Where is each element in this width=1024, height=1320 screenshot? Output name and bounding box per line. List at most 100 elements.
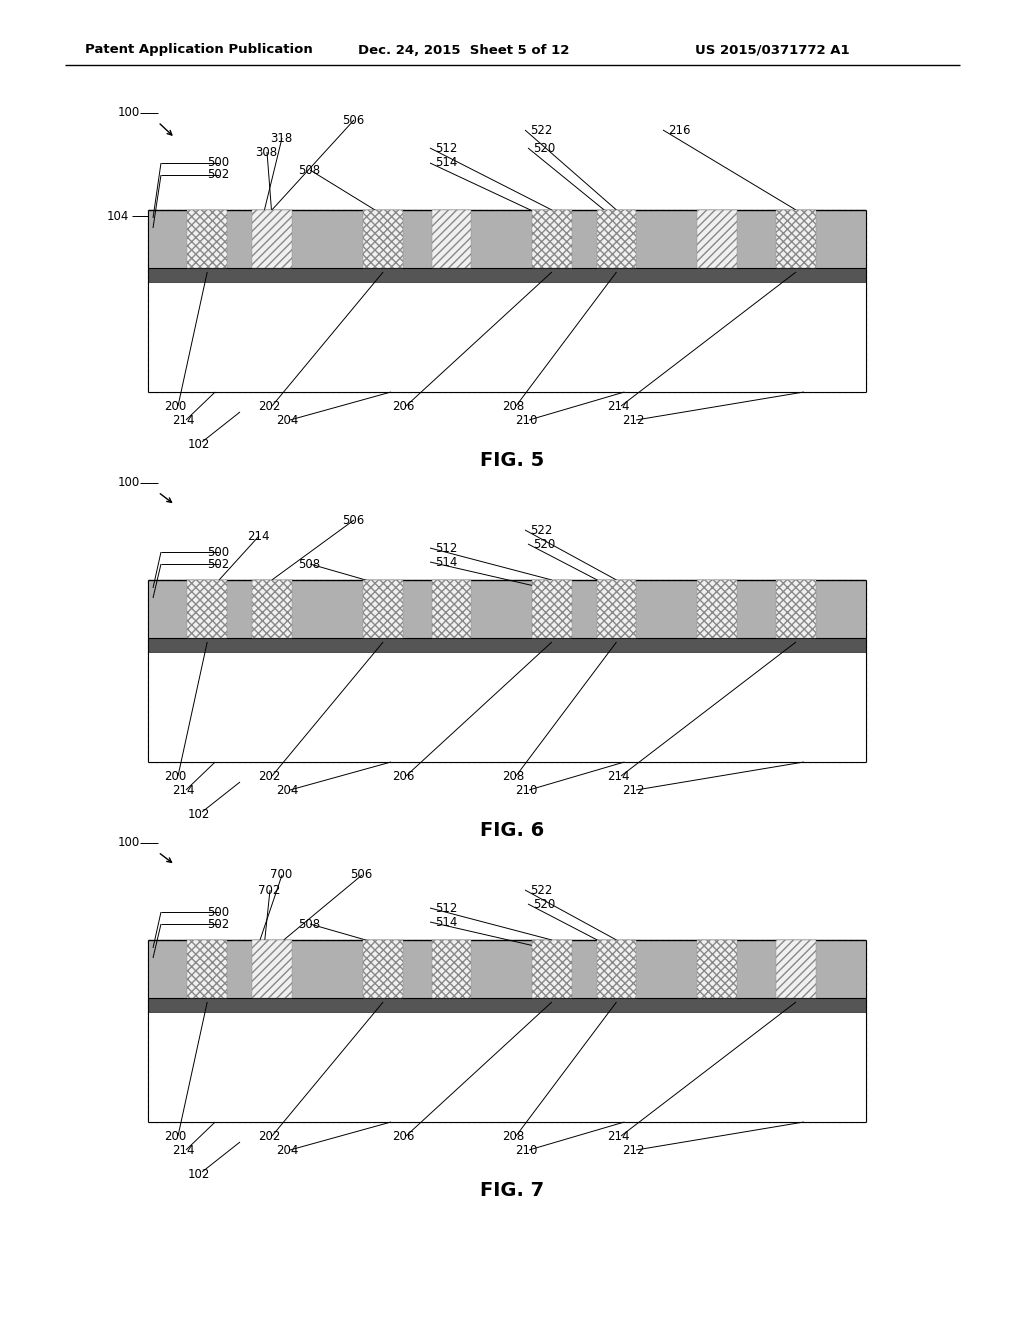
Text: 202: 202: [258, 1130, 281, 1143]
Text: 514: 514: [435, 157, 458, 169]
Text: 502: 502: [207, 557, 229, 570]
Bar: [252, 579, 292, 638]
Bar: [597, 210, 636, 268]
Text: 102: 102: [188, 808, 210, 821]
Bar: [697, 210, 736, 268]
Text: FIG. 7: FIG. 7: [480, 1180, 544, 1200]
Text: 214: 214: [607, 400, 630, 412]
Bar: [532, 579, 571, 638]
Text: 522: 522: [530, 124, 552, 136]
Bar: [431, 940, 471, 998]
Text: 214: 214: [607, 1130, 630, 1143]
Text: 210: 210: [515, 1143, 538, 1156]
Text: 500: 500: [207, 157, 229, 169]
Text: 100: 100: [118, 477, 140, 490]
Text: 206: 206: [392, 400, 415, 412]
Text: Dec. 24, 2015  Sheet 5 of 12: Dec. 24, 2015 Sheet 5 of 12: [358, 44, 569, 57]
Text: US 2015/0371772 A1: US 2015/0371772 A1: [695, 44, 850, 57]
Text: 500: 500: [207, 545, 229, 558]
Text: 102: 102: [188, 437, 210, 450]
Bar: [148, 1012, 866, 1122]
Text: 204: 204: [276, 1143, 298, 1156]
Bar: [187, 940, 227, 998]
Bar: [597, 940, 636, 998]
Text: Patent Application Publication: Patent Application Publication: [85, 44, 312, 57]
Text: 214: 214: [247, 529, 269, 543]
Bar: [364, 940, 402, 998]
Text: 202: 202: [258, 770, 281, 783]
Bar: [364, 579, 402, 638]
Text: 100: 100: [118, 107, 140, 120]
Text: 522: 522: [530, 524, 552, 536]
Text: 206: 206: [392, 1130, 415, 1143]
Text: 508: 508: [298, 917, 321, 931]
Bar: [532, 210, 571, 268]
Bar: [148, 579, 866, 762]
Bar: [597, 579, 636, 638]
Text: 206: 206: [392, 770, 415, 783]
Text: 212: 212: [622, 413, 644, 426]
Bar: [431, 210, 471, 268]
Bar: [148, 998, 866, 1012]
Bar: [148, 268, 866, 282]
Bar: [148, 210, 866, 268]
Text: 212: 212: [622, 784, 644, 796]
Text: 208: 208: [502, 400, 524, 412]
Text: 210: 210: [515, 784, 538, 796]
Bar: [187, 579, 227, 638]
Text: 308: 308: [255, 145, 278, 158]
Text: 702: 702: [258, 883, 281, 896]
Text: 502: 502: [207, 169, 229, 181]
Bar: [776, 579, 816, 638]
Text: 214: 214: [172, 1143, 195, 1156]
Bar: [252, 210, 292, 268]
Text: 520: 520: [534, 141, 555, 154]
Text: 506: 506: [342, 114, 365, 127]
Text: 506: 506: [350, 869, 373, 882]
Text: 508: 508: [298, 164, 321, 177]
Bar: [148, 638, 866, 652]
Text: 522: 522: [530, 883, 552, 896]
Text: 512: 512: [435, 902, 458, 915]
Text: 318: 318: [270, 132, 292, 144]
Text: FIG. 5: FIG. 5: [480, 450, 544, 470]
Text: 204: 204: [276, 413, 298, 426]
Text: 202: 202: [258, 400, 281, 412]
Text: 100: 100: [118, 837, 140, 850]
Bar: [148, 210, 866, 392]
Bar: [252, 940, 292, 998]
Text: 500: 500: [207, 906, 229, 919]
Text: FIG. 6: FIG. 6: [480, 821, 544, 840]
Bar: [148, 282, 866, 392]
Text: 214: 214: [172, 784, 195, 796]
Text: 212: 212: [622, 1143, 644, 1156]
Bar: [532, 940, 571, 998]
Text: 200: 200: [164, 1130, 186, 1143]
Bar: [187, 210, 227, 268]
Text: 208: 208: [502, 770, 524, 783]
Bar: [697, 579, 736, 638]
Bar: [776, 210, 816, 268]
Text: 208: 208: [502, 1130, 524, 1143]
Text: 520: 520: [534, 898, 555, 911]
Bar: [776, 940, 816, 998]
Text: 700: 700: [270, 869, 292, 882]
Text: 512: 512: [435, 541, 458, 554]
Text: 200: 200: [164, 770, 186, 783]
Text: 506: 506: [342, 513, 365, 527]
Text: 204: 204: [276, 784, 298, 796]
Text: 514: 514: [435, 916, 458, 928]
Text: 520: 520: [534, 537, 555, 550]
Text: 512: 512: [435, 141, 458, 154]
Text: 102: 102: [188, 1167, 210, 1180]
Text: 502: 502: [207, 917, 229, 931]
Bar: [697, 940, 736, 998]
Bar: [148, 940, 866, 1122]
Text: 104: 104: [106, 210, 129, 223]
Text: 210: 210: [515, 413, 538, 426]
Text: 216: 216: [668, 124, 690, 136]
Text: 508: 508: [298, 557, 321, 570]
Text: 214: 214: [172, 413, 195, 426]
Bar: [148, 940, 866, 998]
Text: 200: 200: [164, 400, 186, 412]
